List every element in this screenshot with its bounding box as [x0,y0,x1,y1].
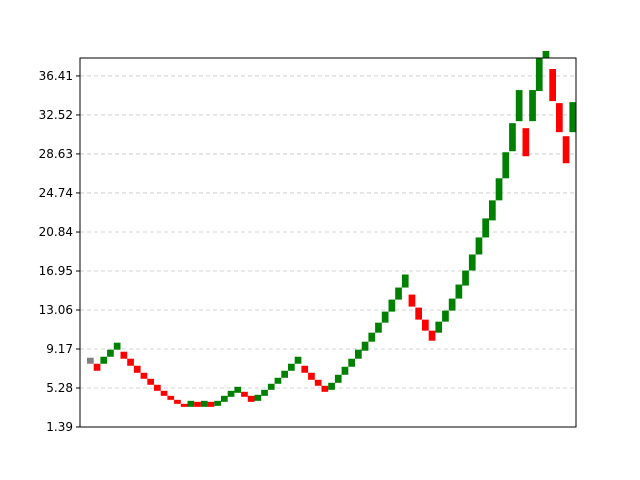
renko-brick-up [482,218,489,238]
renko-brick-up [254,394,262,401]
renko-brick-up [261,389,268,396]
renko-brick-down [301,365,309,373]
renko-brick-up [341,366,349,375]
y-tick-label: 16.95 [39,264,73,278]
renko-brick-up [509,123,516,152]
renko-brick-down [556,103,563,133]
renko-brick-down [180,403,188,407]
renko-brick-up [448,298,456,311]
y-axis: 1.39 5.28 9.17 13.06 16.95 20.84 24.74 28.63 32.… [39,69,80,434]
renko-brick-down [93,363,101,371]
y-tick-label: 20.84 [39,225,73,239]
renko-brick-up [294,356,302,364]
renko-brick-down [140,372,148,379]
renko-brick-down [308,372,315,380]
renko-brick-up [288,363,295,371]
renko-brick-up [355,349,362,359]
renko-brick-up [113,342,121,350]
renko-brick-up [442,310,449,322]
y-tick-label: 5.28 [46,381,73,395]
renko-brick-down [428,330,436,341]
renko-brick-up [107,349,114,357]
renko-brick-up [542,50,550,58]
renko-brick-down [167,395,175,400]
renko-brick-down [247,395,255,402]
renko-brick-down [415,307,422,320]
renko-brick-up [435,321,443,333]
renko-brick-up [475,237,483,255]
renko-brick-up [274,377,282,384]
y-tick-label: 28.63 [39,147,73,161]
renko-brick-up [214,400,221,406]
renko-brick-down [147,378,154,385]
renko-brick-up [187,400,195,407]
renko-brick-down [408,294,416,307]
renko-brick-up [348,358,355,367]
renko-brick-up [395,287,402,300]
renko-brick-up [455,284,463,299]
renko-brick-up [495,178,503,201]
renko-brick-down [321,385,329,392]
renko-brick-up [328,382,335,390]
renko-brick-up [401,274,409,288]
renko-brick-up [502,152,510,179]
y-tick-label: 24.74 [39,186,73,200]
renko-brick-down [194,401,201,407]
renko-brick-up [227,390,235,397]
renko-brick-up [468,254,476,271]
renko-brick-down [549,69,556,102]
renko-brick-up [234,386,242,393]
renko-brick-up [529,90,536,122]
renko-brick-down [422,319,429,331]
renko-brick-down [562,136,570,164]
renko-brick-down [241,391,248,397]
renko-brick-up [100,356,108,364]
renko-brick-up [569,102,577,133]
renko-brick-up [267,383,275,390]
y-tick-label: 1.39 [46,420,73,434]
renko-brick-up [489,200,496,221]
renko-brick-up [462,270,469,286]
renko-brick-up [375,322,382,333]
renko-brick-down [174,399,181,404]
renko-brick-up [221,395,228,402]
y-tick-label: 32.52 [39,108,73,122]
renko-brick-up [515,90,523,122]
renko-brick-down [522,128,530,157]
renko-brick-up [334,374,342,383]
renko-brick-up [388,299,396,312]
renko-brick-up [361,341,369,351]
renko-brick-down [207,401,215,407]
renko-brick-down [127,358,134,366]
renko-brick-down [120,351,128,359]
y-tick-label: 13.06 [39,303,73,317]
renko-bricks [87,50,577,407]
y-tick-label: 9.17 [46,342,73,356]
renko-brick-down [133,365,141,373]
renko-brick-down [154,384,161,391]
y-tick-label: 36.41 [39,69,73,83]
renko-brick-up [535,58,543,92]
grid-lines [80,75,576,389]
renko-brick-up [368,332,376,342]
renko-brick-down [314,379,322,386]
renko-brick-up [381,311,389,323]
renko-brick-down [160,390,168,396]
renko-brick-up [200,400,208,407]
renko-brick-up [281,370,288,378]
plot-frame [79,57,577,428]
renko-brick-neutral [87,357,94,364]
